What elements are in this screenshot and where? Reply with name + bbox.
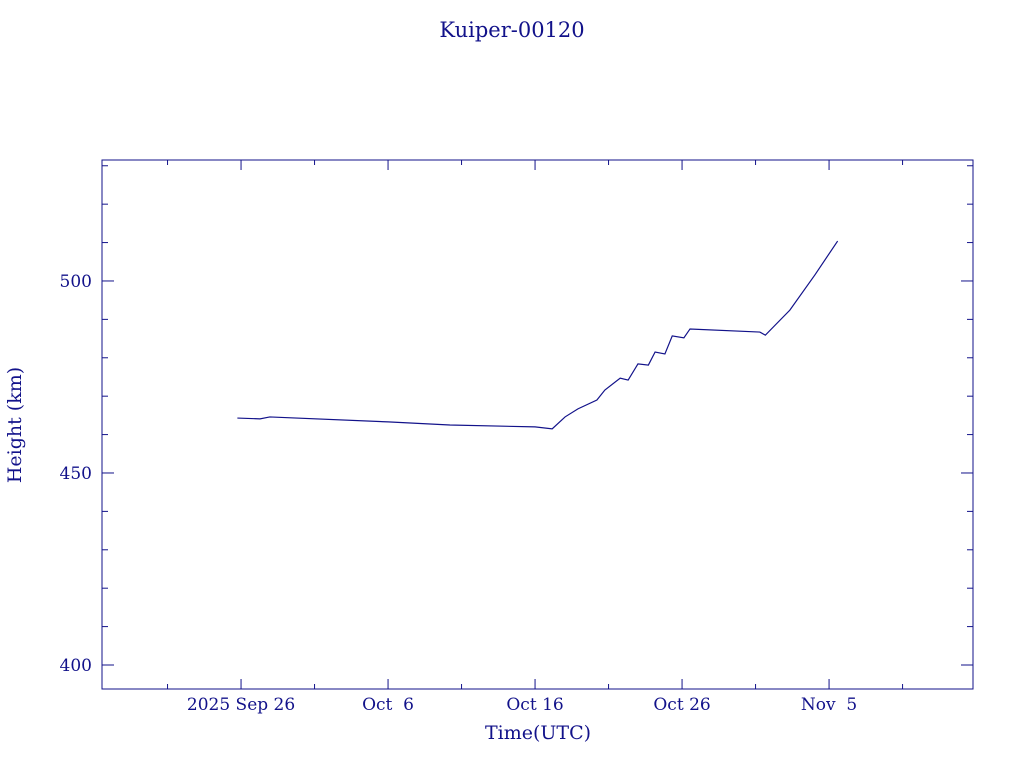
y-tick-label: 400 bbox=[60, 656, 92, 676]
x-tick-label: Oct 26 bbox=[653, 695, 710, 715]
y-tick-label: 450 bbox=[60, 464, 92, 484]
x-tick-label: Oct 6 bbox=[362, 695, 414, 715]
data-line bbox=[237, 240, 839, 430]
y-tick-label: 500 bbox=[60, 272, 92, 292]
plot-frame bbox=[101, 159, 974, 690]
y-axis-label: Height (km) bbox=[4, 367, 26, 483]
x-tick-label: 2025 Sep 26 bbox=[187, 695, 295, 715]
x-axis-label: Time(UTC) bbox=[485, 722, 591, 744]
x-tick-label: Oct 16 bbox=[506, 695, 563, 715]
x-tick-label: Nov 5 bbox=[801, 695, 857, 715]
chart-title: Kuiper-00120 bbox=[439, 18, 584, 42]
